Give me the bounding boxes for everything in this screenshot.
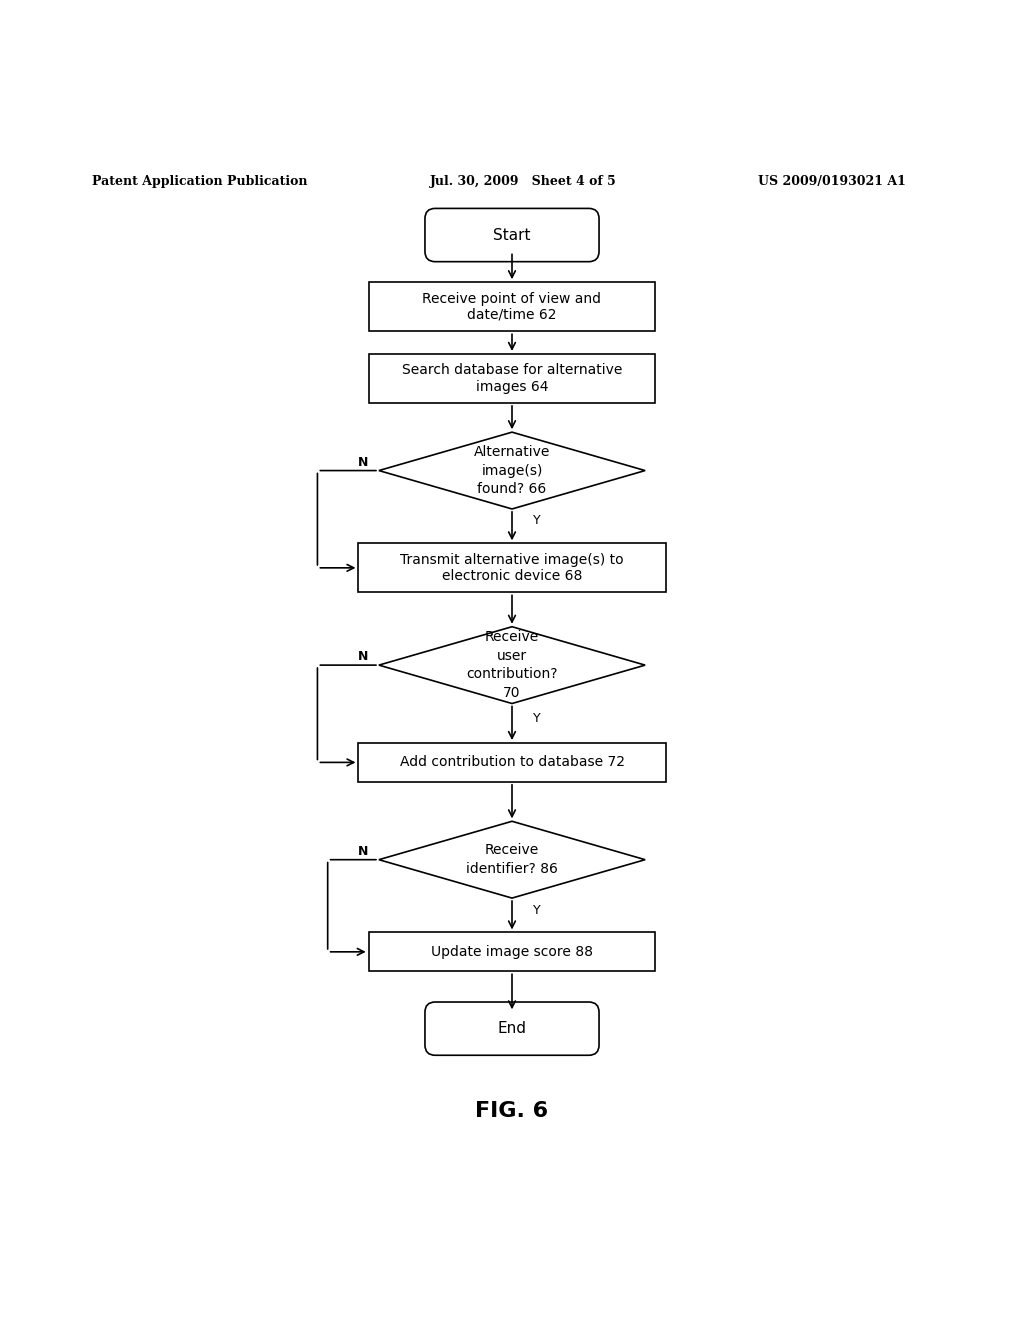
Text: identifier? 86: identifier? 86 <box>466 862 558 876</box>
Text: Search database for alternative: Search database for alternative <box>401 363 623 378</box>
Bar <box>369 354 655 403</box>
Text: found? 66: found? 66 <box>477 482 547 496</box>
Polygon shape <box>379 821 645 898</box>
Text: images 64: images 64 <box>476 380 548 393</box>
Text: Update image score 88: Update image score 88 <box>431 945 593 958</box>
Text: electronic device 68: electronic device 68 <box>441 569 583 583</box>
Bar <box>358 743 666 781</box>
Text: Y: Y <box>532 711 540 725</box>
Text: N: N <box>358 651 369 664</box>
Text: date/time 62: date/time 62 <box>467 308 557 322</box>
Text: Y: Y <box>532 904 540 916</box>
Text: Receive point of view and: Receive point of view and <box>423 292 601 305</box>
Text: Receive: Receive <box>485 843 539 858</box>
Text: image(s): image(s) <box>481 463 543 478</box>
Text: Y: Y <box>532 515 540 528</box>
Text: Patent Application Publication: Patent Application Publication <box>92 176 307 189</box>
Text: contribution?: contribution? <box>466 668 558 681</box>
Text: US 2009/0193021 A1: US 2009/0193021 A1 <box>758 176 905 189</box>
FancyBboxPatch shape <box>425 1002 599 1055</box>
Text: Start: Start <box>494 227 530 243</box>
FancyBboxPatch shape <box>425 209 599 261</box>
Polygon shape <box>379 432 645 510</box>
Bar <box>358 544 666 593</box>
Text: N: N <box>358 455 369 469</box>
Polygon shape <box>379 627 645 704</box>
Text: 70: 70 <box>503 686 521 700</box>
Text: Add contribution to database 72: Add contribution to database 72 <box>399 755 625 770</box>
Text: Jul. 30, 2009   Sheet 4 of 5: Jul. 30, 2009 Sheet 4 of 5 <box>430 176 616 189</box>
Bar <box>369 932 655 972</box>
Text: Alternative: Alternative <box>474 445 550 459</box>
Text: user: user <box>497 649 527 663</box>
Text: N: N <box>358 845 369 858</box>
Text: Transmit alternative image(s) to: Transmit alternative image(s) to <box>400 553 624 566</box>
Text: FIG. 6: FIG. 6 <box>475 1101 549 1121</box>
Bar <box>369 282 655 331</box>
Text: End: End <box>498 1022 526 1036</box>
Text: Receive: Receive <box>485 631 539 644</box>
